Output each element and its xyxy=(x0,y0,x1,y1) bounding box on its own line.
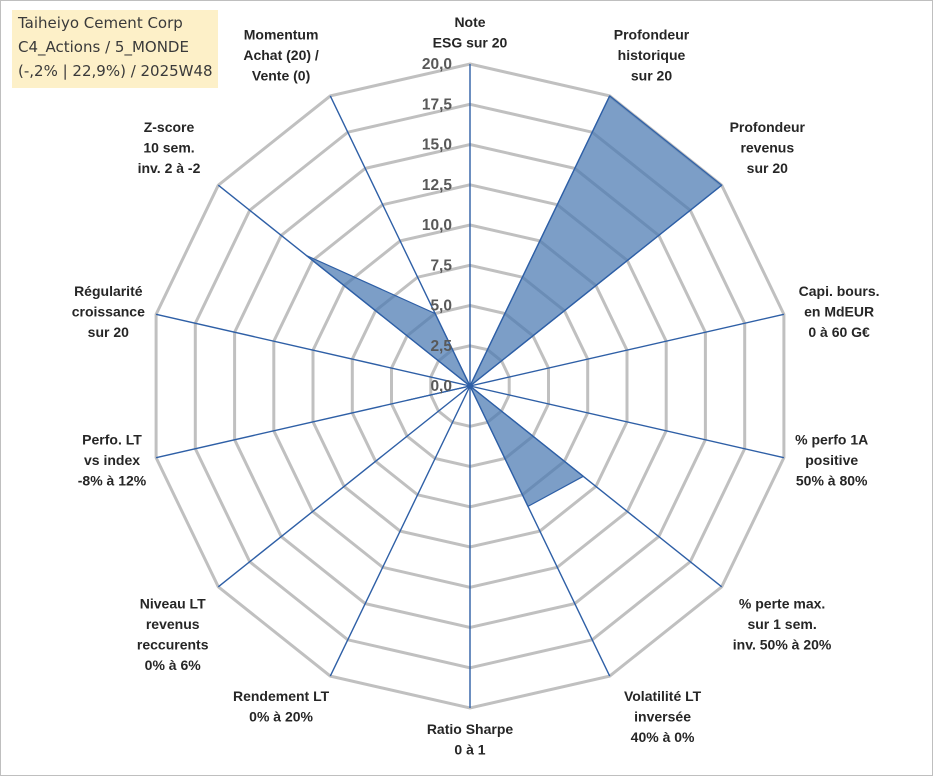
axis-label-line: 0% à 20% xyxy=(249,709,313,725)
tick-label: 10,0 xyxy=(422,217,452,234)
axis-label-line: Niveau LT xyxy=(140,596,206,612)
axis-label-line: -8% à 12% xyxy=(78,472,147,488)
axis-label: Volatilité LT inversée 40% à 0% xyxy=(624,688,702,745)
axis-label-line: inv. 50% à 20% xyxy=(733,637,832,653)
axis-label-line: revenus xyxy=(740,139,794,155)
axis-label-line: sur 20 xyxy=(631,68,672,84)
axis-label: Capi. bours. en MdEUR 0 à 60 G€ xyxy=(799,283,880,340)
tick-label: 20,0 xyxy=(422,56,452,73)
axis-label-line: Ratio Sharpe xyxy=(427,721,514,737)
axis-label-line: 10 sem. xyxy=(143,139,194,155)
axis-label-line: Rendement LT xyxy=(233,688,330,704)
axis-label: Régularité croissance sur 20 xyxy=(72,283,145,340)
axis-label: % perte max. sur 1 sem. inv. 50% à 20% xyxy=(733,596,832,653)
axis-label: Perfo. LT vs index -8% à 12% xyxy=(78,431,147,488)
axis-spoke xyxy=(330,386,470,676)
axis-label: Rendement LT 0% à 20% xyxy=(233,688,330,725)
title-portfolio: C4_Actions / 5_MONDE xyxy=(18,35,212,59)
axis-label-line: % perte max. xyxy=(739,596,825,612)
axis-label-line: Achat (20) / xyxy=(243,47,319,63)
axis-label-line: positive xyxy=(805,452,858,468)
axis-label-line: croissance xyxy=(72,304,145,320)
axis-label: % perfo 1A positive 50% à 80% xyxy=(795,431,868,488)
axis-label-line: reccurents xyxy=(137,637,209,653)
axis-label-line: sur 20 xyxy=(747,160,788,176)
axis-label-line: Note xyxy=(454,14,485,30)
tick-label: 5,0 xyxy=(430,298,452,315)
axis-label-line: Capi. bours. xyxy=(799,283,880,299)
axis-label-line: historique xyxy=(618,47,686,63)
axis-label-line: revenus xyxy=(146,616,200,632)
axis-label-line: sur 1 sem. xyxy=(747,616,816,632)
tick-label: 17,5 xyxy=(422,96,453,113)
axis-label-line: 0 à 1 xyxy=(454,742,485,758)
axis-label-line: inv. 2 à -2 xyxy=(138,160,201,176)
axis-label-line: vs index xyxy=(84,452,140,468)
axis-label: Note ESG sur 20 xyxy=(433,14,508,51)
axis-label: Z-score 10 sem. inv. 2 à -2 xyxy=(138,119,201,176)
axis-label: Profondeur revenus sur 20 xyxy=(730,119,806,176)
tick-label: 7,5 xyxy=(430,257,452,274)
axis-label-line: Perfo. LT xyxy=(82,431,142,447)
axis-label-line: 0 à 60 G€ xyxy=(808,324,870,340)
axis-label-line: Volatilité LT xyxy=(624,688,702,704)
axis-label-line: ESG sur 20 xyxy=(433,35,508,51)
tick-label: 2,5 xyxy=(430,338,452,355)
axis-label-line: 0% à 6% xyxy=(145,657,202,673)
axis-label-line: Momentum xyxy=(244,27,319,43)
tick-label: 0,0 xyxy=(430,378,452,395)
axis-label-line: inversée xyxy=(634,709,691,725)
axis-label-line: Profondeur xyxy=(730,119,806,135)
axis-label-line: Vente (0) xyxy=(252,68,310,84)
axis-label: Momentum Achat (20) / Vente (0) xyxy=(243,27,319,84)
axis-label-line: Z-score xyxy=(144,119,195,135)
axis-label-line: % perfo 1A xyxy=(795,431,868,447)
axis-label-line: Profondeur xyxy=(614,27,690,43)
axis-label: Ratio Sharpe 0 à 1 xyxy=(427,721,514,758)
axis-label: Profondeur historique sur 20 xyxy=(614,27,690,84)
axis-label-line: Régularité xyxy=(74,283,143,299)
title-stats: (-,2% | 22,9%) / 2025W48 xyxy=(18,59,212,83)
title-box: Taiheiyo Cement Corp C4_Actions / 5_MOND… xyxy=(12,10,218,88)
axis-label-line: 50% à 80% xyxy=(796,472,868,488)
axis-label-line: 40% à 0% xyxy=(631,729,695,745)
axis-label: Niveau LT revenus reccurents 0% à 6% xyxy=(137,596,209,674)
tick-label: 12,5 xyxy=(422,177,453,194)
title-company: Taiheiyo Cement Corp xyxy=(18,11,212,35)
tick-label: 15,0 xyxy=(422,137,452,154)
label-layer: Note ESG sur 20 Profondeur historique sur 20… xyxy=(72,14,880,758)
axis-label-line: en MdEUR xyxy=(804,304,874,320)
axis-label-line: sur 20 xyxy=(88,324,129,340)
